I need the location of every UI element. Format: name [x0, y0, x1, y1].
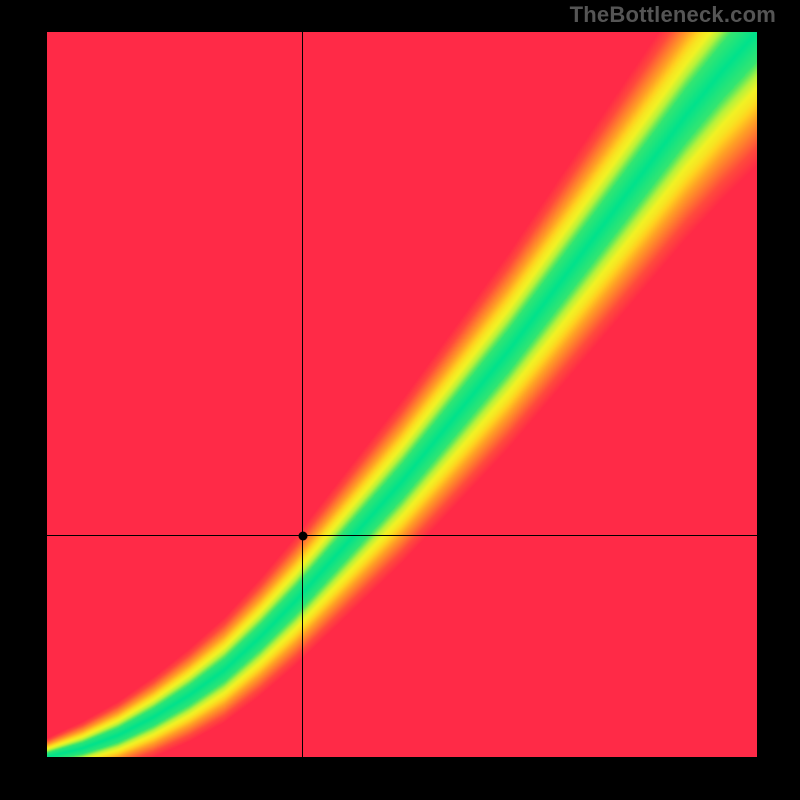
crosshair-vertical: [302, 32, 303, 757]
crosshair-horizontal: [47, 535, 757, 536]
watermark-text: TheBottleneck.com: [570, 2, 776, 28]
chart-container: TheBottleneck.com: [0, 0, 800, 800]
bottleneck-heatmap: [47, 32, 757, 757]
crosshair-point: [298, 531, 307, 540]
